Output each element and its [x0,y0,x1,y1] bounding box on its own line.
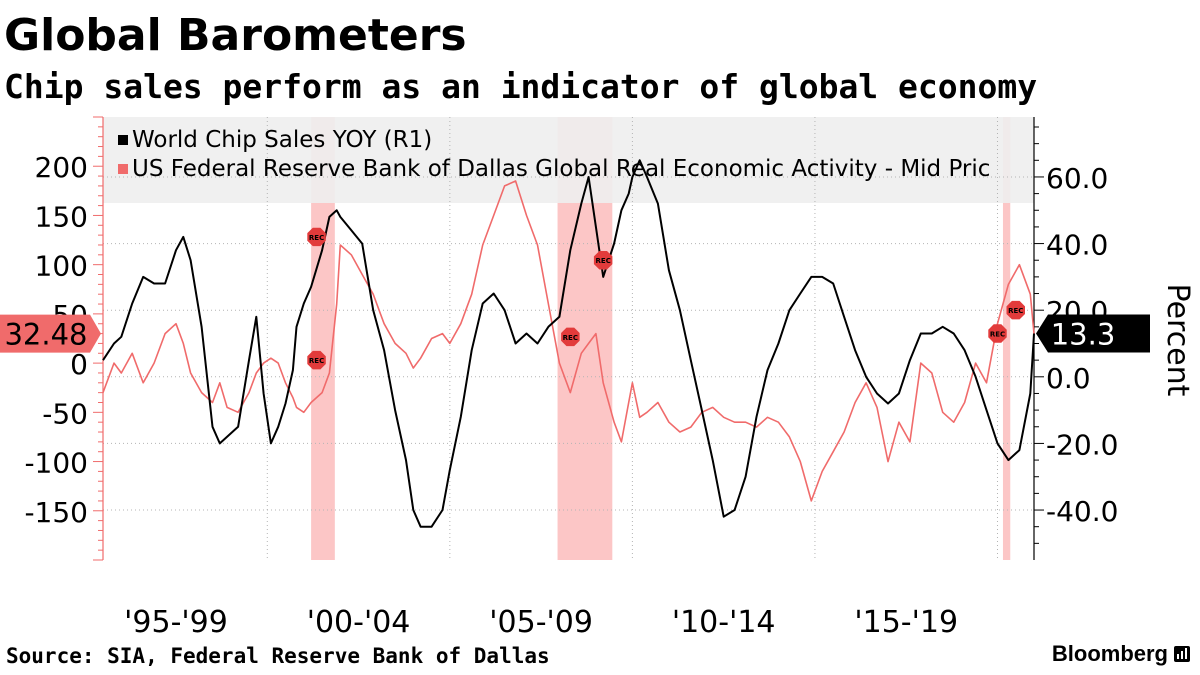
chip-sales-line [102,159,1035,528]
rec-marker-shape [307,350,326,370]
dallas-last-value: 32.48 [4,318,87,352]
x-tick-label: '15-'19 [854,605,958,640]
right-tick-label: 40.0 [1046,229,1108,262]
rec-marker: REC [988,324,1007,343]
left-tick-label: 200 [35,151,88,184]
rec-marker-label: REC [596,257,611,265]
last-value-tags: 13.3 32.48 [0,314,1150,353]
rec-marker-label: REC [309,234,324,242]
legend: World Chip Sales YOY (R1) US Federal Rese… [118,127,990,182]
recession-band [1002,117,1011,560]
bloomberg-terminal-icon [1174,646,1190,662]
legend-label-dallas: US Federal Reserve Bank of Dallas Global… [132,156,990,182]
right-tick-label: 60.0 [1046,162,1108,195]
rec-marker-label: REC [990,331,1005,339]
rec-marker: REC [307,350,326,370]
left-tick-label: 100 [35,250,88,283]
rec-marker: REC [1006,300,1025,320]
right-tick-label: 0.0 [1046,362,1091,395]
bloomberg-logo: Bloomberg [1051,641,1168,666]
chip-last-value-tag [1036,314,1150,353]
rec-marker: REC [307,227,326,247]
dallas-activity-line [102,180,1035,502]
dallas-last-value-tag [0,314,101,353]
left-tick-label: -100 [24,447,88,480]
chart-subtitle: Chip sales perform as an indicator of gl… [4,67,1038,106]
x-tick-label: '05-'09 [489,605,593,640]
rec-marker-shape [593,251,613,270]
legend-swatch-dallas [118,164,128,174]
right-tick-label: -40.0 [1046,495,1118,528]
left-tick-label: 150 [35,200,88,233]
source-note: Source: SIA, Federal Reserve Bank of Dal… [6,644,550,668]
left-tick-label: -50 [42,397,88,430]
rec-marker-label: REC [563,334,578,342]
legend-swatch-chip [118,135,128,145]
series-lines [102,159,1035,528]
rec-marker: REC [593,251,613,270]
rec-marker: REC [561,327,580,347]
chip-last-value: 13.3 [1051,318,1116,352]
chart-title: Global Barometers [4,10,467,61]
legend-background [103,117,1034,203]
x-tick-label: '95-'99 [124,605,228,640]
recession-markers: REC REC REC REC REC REC [307,227,1025,370]
rec-marker-label: REC [309,357,324,365]
right-tick-label: -20.0 [1046,428,1118,461]
rec-marker-shape [561,327,580,347]
x-tick-label: '00-'04 [307,605,411,640]
left-tick-label: 0 [70,348,88,381]
legend-label-chip: World Chip Sales YOY (R1) [132,127,432,153]
right-axis-title: Percent [1160,284,1195,397]
rec-marker-label: REC [1008,307,1023,315]
left-tick-label: -150 [24,496,88,529]
rec-marker-shape [307,227,326,247]
rec-marker-shape [988,324,1007,343]
x-tick-label: '10-'14 [672,605,776,640]
rec-marker-shape [1006,300,1025,320]
